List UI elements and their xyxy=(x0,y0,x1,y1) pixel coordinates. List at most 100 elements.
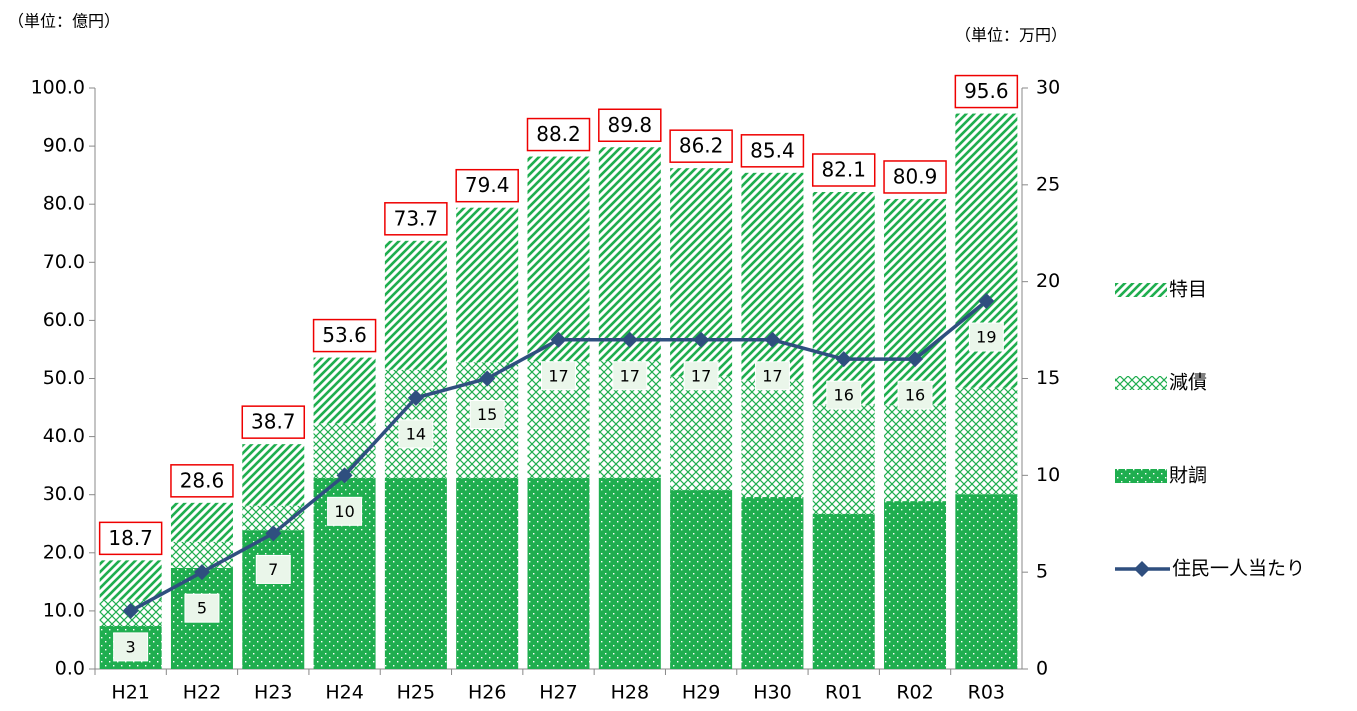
y2-tick-label: 5 xyxy=(1036,561,1048,583)
line-marker xyxy=(122,602,139,619)
bar-segment xyxy=(598,477,661,669)
line-marker xyxy=(265,525,282,542)
x-tick-label: H21 xyxy=(111,682,149,704)
y-tick-label: 90.0 xyxy=(43,135,85,157)
total-label: 82.1 xyxy=(821,157,866,181)
bar-segment xyxy=(812,191,875,406)
y-tick-label: 30.0 xyxy=(43,483,85,505)
total-label: 88.2 xyxy=(536,122,581,146)
x-tick-label: R01 xyxy=(825,682,862,704)
bar-segment xyxy=(170,541,233,568)
line-marker xyxy=(479,370,496,387)
line-marker xyxy=(835,351,852,368)
left-unit: （単位：億円） xyxy=(8,12,120,31)
total-label: 18.7 xyxy=(108,526,153,550)
total-label: 79.4 xyxy=(465,173,510,197)
line-label: 17 xyxy=(691,366,711,385)
bar-segment xyxy=(884,405,947,502)
bar-segment xyxy=(741,497,804,669)
total-label: 38.7 xyxy=(251,410,296,434)
line-label-box xyxy=(612,361,648,391)
bar-segment xyxy=(670,376,733,491)
line-label-box xyxy=(184,593,220,623)
x-tick-label: H26 xyxy=(468,682,506,704)
bar-segment xyxy=(741,380,804,498)
y-tick-label: 60.0 xyxy=(43,309,85,331)
line-marker xyxy=(764,331,781,348)
x-tick-label: R03 xyxy=(968,682,1005,704)
line-label: 17 xyxy=(762,366,782,385)
x-tick-label: H25 xyxy=(397,682,435,704)
y-tick-label: 80.0 xyxy=(43,193,85,215)
bar-segment xyxy=(242,530,305,669)
line-label-box xyxy=(897,380,933,410)
line-label: 10 xyxy=(334,502,354,521)
legend-label: 特目 xyxy=(1169,279,1207,301)
total-label-box xyxy=(740,134,805,168)
bar-segment xyxy=(884,501,947,669)
bar-segment xyxy=(384,240,447,370)
legend-swatch xyxy=(1115,283,1167,297)
bar-segment xyxy=(955,494,1018,669)
legend-swatch xyxy=(1115,469,1167,483)
bar-segment xyxy=(170,502,233,542)
line-label-box xyxy=(826,380,862,410)
y2-tick-label: 30 xyxy=(1036,77,1060,99)
line-marker xyxy=(907,351,924,368)
line-label: 7 xyxy=(268,560,278,579)
x-tick-label: R02 xyxy=(896,682,933,704)
y-tick-label: 0.0 xyxy=(55,658,85,680)
y2-tick-label: 25 xyxy=(1036,173,1060,195)
x-tick-label: H23 xyxy=(254,682,292,704)
line-label: 17 xyxy=(620,366,640,385)
line-marker xyxy=(693,331,710,348)
total-label-box xyxy=(883,160,947,194)
line-label-box xyxy=(327,496,363,526)
x-tick-label: H28 xyxy=(611,682,649,704)
legend-label: 住民一人当たり xyxy=(1172,558,1305,580)
bar-segment xyxy=(313,357,376,424)
y2-tick-label: 0 xyxy=(1036,658,1048,680)
line-marker xyxy=(407,389,424,406)
line-marker xyxy=(978,293,995,310)
line-label: 16 xyxy=(905,386,925,405)
line-label-box xyxy=(469,400,505,429)
bar-segment xyxy=(670,490,733,669)
x-tick-label: H30 xyxy=(753,682,791,704)
x-tick-label: H22 xyxy=(183,682,221,704)
y-tick-label: 10.0 xyxy=(43,599,85,621)
bar-segment xyxy=(955,387,1018,495)
y-tick-label: 20.0 xyxy=(43,541,85,563)
line-label: 16 xyxy=(834,386,854,405)
y2-tick-label: 20 xyxy=(1036,270,1060,292)
total-label-box xyxy=(954,74,1019,109)
bar-segment xyxy=(384,477,447,669)
line-label-box xyxy=(754,361,790,391)
total-label-box xyxy=(241,405,306,439)
line-marker xyxy=(550,331,567,348)
line-label-box xyxy=(968,322,1004,352)
line-marker xyxy=(336,467,353,484)
line-label-box xyxy=(398,419,434,449)
line-label: 5 xyxy=(197,599,207,618)
line-label: 14 xyxy=(406,424,426,443)
total-label-box xyxy=(455,168,519,203)
line-label: 15 xyxy=(477,405,497,424)
line-label: 19 xyxy=(976,328,996,347)
y-tick-label: 100.0 xyxy=(31,77,85,99)
y2-tick-label: 10 xyxy=(1036,464,1060,486)
legend-label: 減債 xyxy=(1169,372,1207,394)
line-label-box xyxy=(683,361,719,391)
bar-segment xyxy=(99,560,162,600)
total-label-box xyxy=(98,521,163,556)
bar-segment xyxy=(884,198,947,406)
total-label: 73.7 xyxy=(394,206,439,230)
total-label: 28.6 xyxy=(180,468,225,492)
total-label: 95.6 xyxy=(964,79,1009,103)
line-marker xyxy=(193,564,210,581)
total-label-box xyxy=(669,129,733,163)
y2-tick-label: 15 xyxy=(1036,367,1060,389)
total-label-box xyxy=(384,202,448,236)
